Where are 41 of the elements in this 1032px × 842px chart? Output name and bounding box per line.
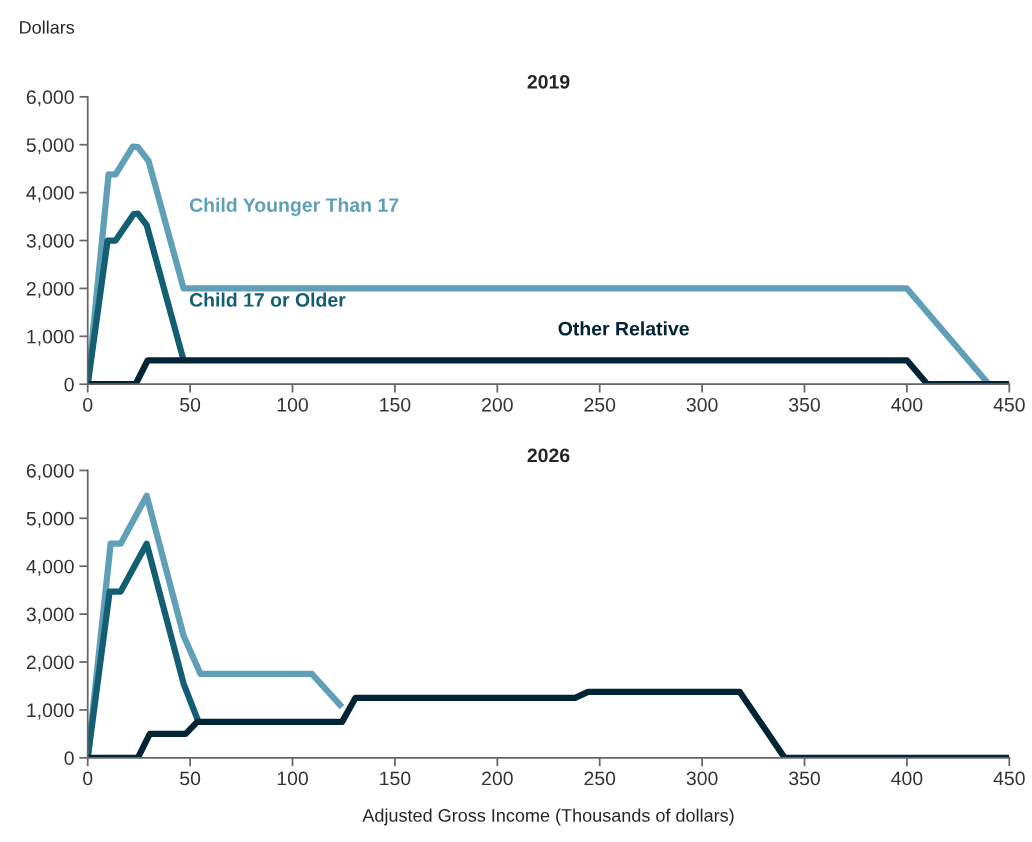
x-tick-label: 200 [482, 397, 513, 412]
y-tick-label: 3,000 [26, 233, 74, 251]
series-label: Other Relative [558, 321, 689, 336]
x-tick-label: 50 [180, 771, 201, 786]
y-tick-label: 0 [64, 751, 74, 766]
x-tick-label: 300 [686, 771, 718, 786]
y-tick-label: 4,000 [26, 559, 74, 576]
x-tick-label: 250 [584, 397, 616, 412]
x-tick-label: 400 [891, 397, 923, 412]
y-tick-label: 1,000 [27, 329, 74, 346]
y-tick-label: 0 [64, 377, 74, 392]
x-tick-label: 200 [482, 771, 513, 786]
x-tick-label: 100 [277, 397, 308, 412]
y-tick-label: 5,000 [26, 511, 74, 528]
y-tick-label: 5,000 [26, 138, 74, 155]
x-tick-label: 300 [686, 397, 718, 412]
y-axis-title: Dollars [20, 20, 75, 34]
chart-title: 2019 [527, 74, 570, 89]
y-tick-label: 6,000 [26, 463, 74, 480]
y-tick-label: 2,000 [26, 655, 74, 672]
y-tick-label: 3,000 [26, 607, 74, 624]
x-tick-label: 250 [584, 771, 616, 786]
x-tick-label: 350 [789, 771, 820, 786]
x-tick-label: 450 [993, 771, 1025, 786]
y-tick-label: 4,000 [26, 186, 74, 203]
x-tick-label: 450 [993, 397, 1025, 412]
x-tick-label: 50 [180, 397, 201, 412]
y-tick-label: 1,000 [27, 703, 74, 720]
x-tick-label: 150 [380, 771, 411, 786]
x-tick-label: 350 [789, 397, 820, 412]
chart-title: 2026 [527, 448, 570, 463]
series-label: Child Younger Than 17 [189, 197, 399, 216]
y-tick-label: 2,000 [26, 281, 74, 298]
y-tick-label: 6,000 [26, 90, 74, 107]
x-tick-label: 150 [380, 397, 411, 412]
x-tick-label: 100 [277, 771, 308, 786]
x-tick-label: 0 [83, 397, 93, 412]
x-tick-label: 0 [83, 771, 93, 786]
x-axis-title: Adjusted Gross Income (Thousands of dollars) [362, 808, 734, 826]
series-label: Child 17 or Older [189, 292, 346, 307]
x-tick-label: 400 [891, 771, 923, 786]
